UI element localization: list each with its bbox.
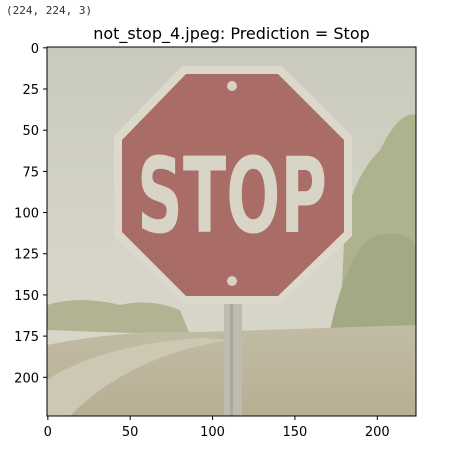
bushes-left (47, 300, 190, 335)
plot-title: not_stop_4.jpeg: Prediction = Stop (93, 24, 370, 43)
road-area (47, 338, 230, 416)
x-tick-label: 150 (283, 425, 308, 440)
y-tick-label: 125 (14, 248, 39, 263)
trees-right-lower (330, 233, 416, 330)
y-axis: 0 25 50 75 100 125 150 175 200 (14, 42, 47, 386)
x-tick-label: 50 (122, 425, 139, 440)
stop-sign-image: STOP (47, 47, 416, 416)
y-tick-label: 50 (22, 124, 39, 139)
y-tick-label: 0 (31, 42, 39, 57)
axes-frame (46, 46, 417, 417)
y-tick-label: 200 (14, 371, 39, 386)
y-tick-label: 25 (22, 83, 39, 98)
sign-face (122, 74, 344, 296)
sign-bolt-bottom (227, 276, 237, 286)
x-tick-label: 200 (365, 425, 390, 440)
sign-bolt-top (227, 81, 237, 91)
y-tick-label: 150 (14, 289, 39, 304)
y-tick-label: 100 (14, 207, 39, 222)
x-tick-label: 0 (44, 425, 52, 440)
y-tick-label: 175 (14, 330, 39, 345)
y-tick-label: 75 (22, 165, 39, 180)
sign-text: STOP (137, 135, 327, 257)
x-tick-label: 100 (200, 425, 225, 440)
x-axis: 0 50 100 150 200 (44, 416, 390, 440)
cell-output-shape: (224, 224, 3) (6, 4, 93, 17)
